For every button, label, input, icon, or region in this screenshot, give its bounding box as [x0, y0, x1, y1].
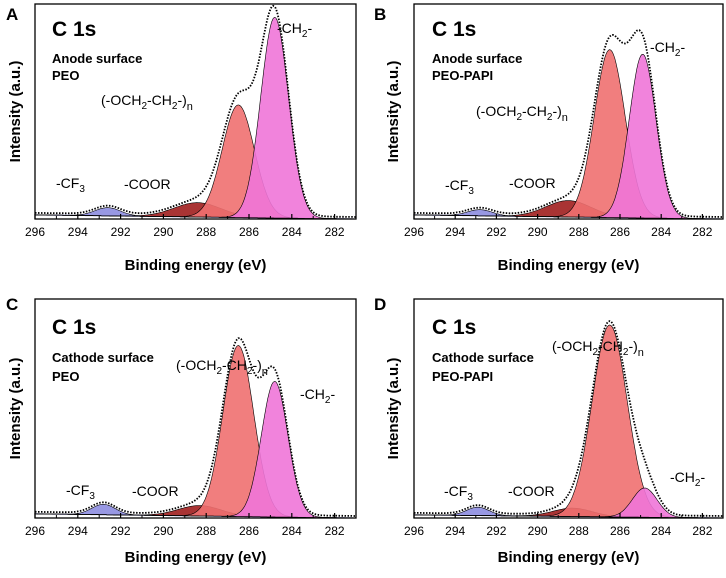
x-axis-label: Binding energy (eV): [125, 257, 267, 274]
x-tick-label: 296: [404, 225, 424, 239]
x-axis-label: Binding energy (eV): [498, 549, 640, 566]
x-tick-label: 282: [325, 524, 345, 538]
envelope-curve: [414, 29, 723, 218]
peak-label-CH2: -CH2-: [277, 20, 312, 40]
panel-title: C 1s: [432, 18, 476, 41]
peak-label-CF3: -CF3: [66, 482, 95, 502]
panel-B: 296 294 292 290 288 286 284 282 Binding energy (…: [374, 3, 724, 274]
panel-C: 296 294 292 290 288 286 284 282 Binding energy (…: [6, 295, 357, 566]
x-tick-label: 284: [651, 225, 671, 239]
peak-label-CH2: -CH2-: [300, 386, 335, 406]
y-axis-label: Intensity (a.u.): [385, 61, 402, 163]
x-tick-label: 292: [111, 225, 131, 239]
envelope-curve: [35, 4, 356, 218]
peak-label-OCH2CH2: (-OCH2-CH2-)n: [476, 103, 568, 124]
surface-label: Cathode surface: [432, 350, 534, 365]
y-axis-label: Intensity (a.u.): [7, 61, 24, 163]
peak-label-COOR: -COOR: [132, 483, 179, 499]
electrolyte-label: PEO-PAPI: [432, 68, 493, 83]
x-tick-label: 296: [25, 225, 45, 239]
peak-label-CH2: -CH2-: [670, 469, 705, 489]
peak-label-COOR: -COOR: [508, 483, 555, 499]
peak-label-OCH2CH2: (-OCH2-CH2-)n: [101, 92, 193, 113]
electrolyte-label: PEO: [52, 369, 79, 384]
panel-A: 296 294 292 290 288 286 284 282 Binding energy (…: [6, 3, 357, 274]
x-tick-label: 288: [196, 524, 216, 538]
peak-label-CH2: -CH2-: [650, 39, 685, 59]
plot-frame: [34, 298, 357, 519]
panel-label: B: [374, 5, 386, 24]
x-tick-label: 282: [325, 225, 345, 239]
panel-title: C 1s: [52, 18, 96, 41]
x-tick-label: 284: [282, 225, 302, 239]
plot-frame: [413, 298, 724, 519]
peak-label-OCH2CH2: (-OCH2-CH2-)n: [552, 338, 644, 359]
peak-label-CF3: -CF3: [56, 175, 85, 195]
x-tick-label: 288: [569, 524, 589, 538]
envelope-curve: [414, 320, 723, 517]
panel-title: C 1s: [432, 316, 476, 339]
x-tick-label: 294: [445, 225, 465, 239]
surface-label: Anode surface: [52, 51, 142, 66]
x-tick-label: 282: [692, 524, 712, 538]
plot-frame: [413, 3, 724, 220]
x-tick-label: 290: [153, 225, 173, 239]
x-tick-label: 288: [569, 225, 589, 239]
x-tick-label: 292: [486, 524, 506, 538]
y-axis-label: Intensity (a.u.): [7, 358, 24, 460]
x-tick-label: 292: [111, 524, 131, 538]
panel-label: A: [6, 5, 18, 24]
x-tick-label: 288: [196, 225, 216, 239]
x-axis-label: Binding energy (eV): [125, 549, 267, 566]
panel-label: C: [6, 295, 18, 314]
envelope-curve: [35, 337, 356, 517]
panel-D: 296 294 292 290 288 286 284 282 Binding energy (…: [374, 295, 724, 566]
x-tick-label: 286: [610, 524, 630, 538]
x-tick-label: 286: [610, 225, 630, 239]
x-tick-label: 294: [68, 225, 88, 239]
surface-label: Cathode surface: [52, 350, 154, 365]
x-tick-label: 286: [239, 524, 259, 538]
x-tick-label: 286: [239, 225, 259, 239]
x-tick-label: 294: [445, 524, 465, 538]
peak-label-CF3: -CF3: [444, 483, 473, 503]
x-tick-label: 296: [25, 524, 45, 538]
x-tick-label: 294: [68, 524, 88, 538]
x-tick-label: 290: [528, 524, 548, 538]
x-tick-label: 292: [486, 225, 506, 239]
x-axis-label: Binding energy (eV): [498, 257, 640, 274]
electrolyte-label: PEO: [52, 68, 79, 83]
electrolyte-label: PEO-PAPI: [432, 369, 493, 384]
peak-label-CF3: -CF3: [445, 177, 474, 197]
x-tick-label: 290: [528, 225, 548, 239]
x-tick-label: 290: [153, 524, 173, 538]
panel-label: D: [374, 295, 386, 314]
x-tick-label: 284: [282, 524, 302, 538]
peak-label-OCH2CH2: (-OCH2-CH2-)n: [176, 357, 268, 378]
x-tick-label: 282: [692, 225, 712, 239]
peak-label-COOR: -COOR: [124, 176, 171, 192]
peak-label-COOR: -COOR: [509, 175, 556, 191]
y-axis-label: Intensity (a.u.): [385, 358, 402, 460]
x-tick-label: 284: [651, 524, 671, 538]
surface-label: Anode surface: [432, 51, 522, 66]
x-tick-label: 296: [404, 524, 424, 538]
plot-frame: [34, 3, 357, 220]
panel-title: C 1s: [52, 316, 96, 339]
peak-OCH2CH2: [35, 104, 356, 220]
